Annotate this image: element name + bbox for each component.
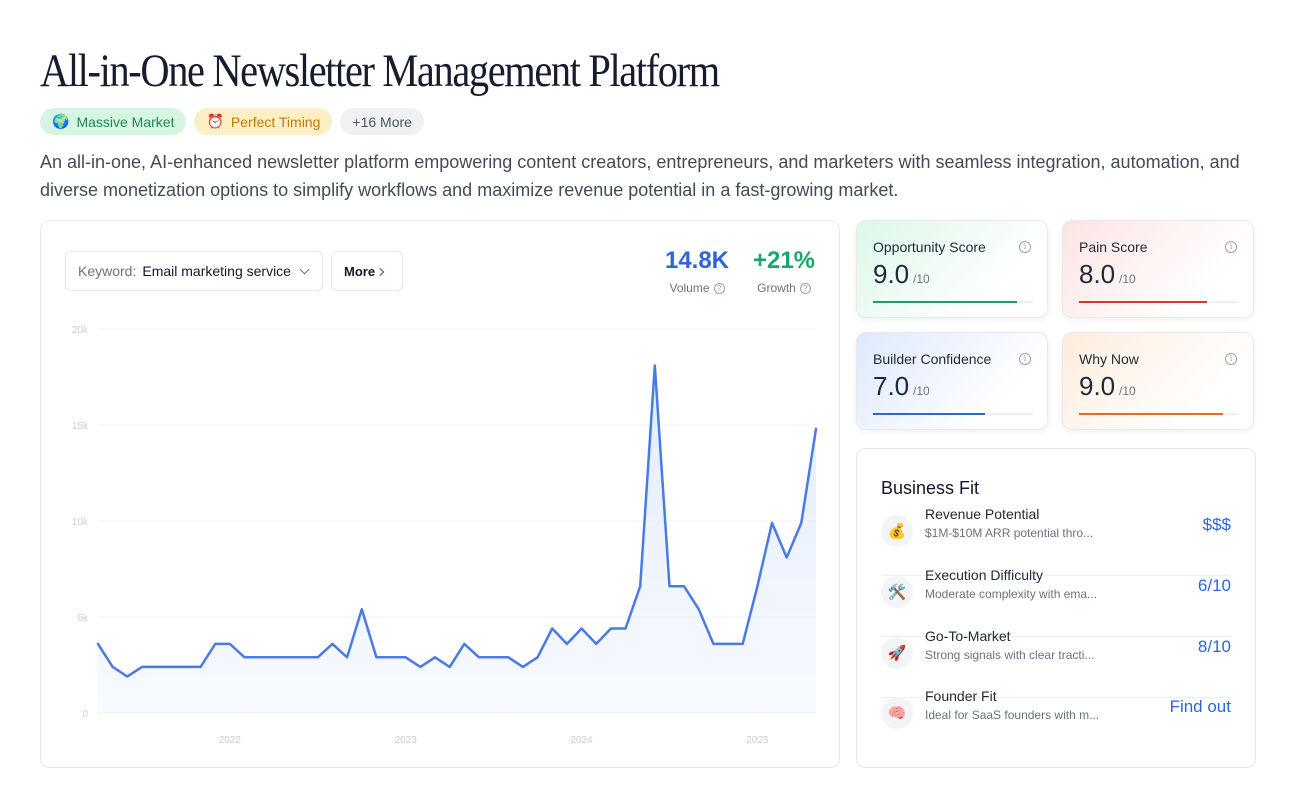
score-progress-fill — [873, 413, 985, 415]
tag-label: Massive Market — [76, 113, 175, 130]
row-description: Moderate complexity with ema... — [925, 587, 1098, 601]
score-max: /10 — [913, 272, 930, 286]
info-icon[interactable]: i — [1225, 241, 1237, 253]
score-max: /10 — [1119, 272, 1136, 286]
x-tick-label: 2024 — [570, 735, 593, 746]
row-name: Go-To-Market — [925, 628, 1011, 644]
score-value: 9.0 — [1079, 371, 1116, 401]
volume-value: 14.8K — [664, 247, 730, 274]
growth-stat: +21% Growth? — [747, 245, 821, 295]
alarm-clock-icon: ⏰ — [206, 113, 224, 129]
score-label: Why Now — [1079, 351, 1139, 367]
x-tick-label: 2023 — [395, 735, 418, 746]
keyword-select[interactable]: Keyword: Email marketing service — [65, 251, 323, 291]
score-progress-fill — [1079, 301, 1207, 303]
score-value: 7.0 — [873, 371, 910, 401]
business-fit-row-founder[interactable]: 🧠 Founder Fit Ideal for SaaS founders wi… — [881, 688, 1231, 758]
score-progress-track — [873, 301, 1033, 303]
x-tick-label: 2025 — [746, 735, 769, 746]
rocket-icon: 🚀 — [881, 637, 913, 669]
score-max: /10 — [1119, 384, 1136, 398]
tag-label: +16 More — [352, 113, 412, 130]
y-tick-label: 10k — [72, 517, 89, 528]
keyword-trend-card: Keyword: Email marketing service More 14… — [40, 220, 840, 768]
pain-score-card: Pain Score i 8.0 /10 — [1062, 220, 1254, 318]
row-description: Ideal for SaaS founders with m... — [925, 708, 1100, 722]
y-tick-label: 20k — [72, 325, 89, 336]
tag-perfect-timing[interactable]: ⏰ Perfect Timing — [194, 108, 333, 135]
money-bag-icon: 💰 — [881, 515, 913, 547]
keyword-label: Keyword: — [78, 263, 137, 279]
y-tick-label: 0 — [82, 709, 88, 720]
row-description: Strong signals with clear tracti... — [925, 648, 1095, 662]
row-name: Execution Difficulty — [925, 567, 1044, 583]
y-tick-label: 5k — [77, 613, 89, 624]
score-progress-track — [873, 413, 1033, 415]
why-now-card: Why Now i 9.0 /10 — [1062, 332, 1254, 430]
row-name: Founder Fit — [925, 688, 997, 704]
more-button-label: More — [344, 263, 376, 279]
help-icon[interactable]: ? — [713, 282, 725, 294]
business-fit-row-execution[interactable]: 🛠️ Execution Difficulty Moderate complex… — [881, 567, 1231, 637]
score-value: 8.0 — [1079, 259, 1116, 289]
score-progress-fill — [873, 301, 1017, 303]
tag-massive-market[interactable]: 🌍 Massive Market — [40, 108, 187, 135]
y-tick-label: 15k — [72, 421, 89, 432]
row-value: 8/10 — [1197, 637, 1231, 656]
score-label: Opportunity Score — [873, 239, 986, 255]
volume-stat: 14.8K Volume? — [657, 245, 737, 295]
tag-label: Perfect Timing — [230, 113, 321, 130]
score-progress-track — [1079, 301, 1239, 303]
info-icon[interactable]: i — [1019, 241, 1031, 253]
page-description: An all-in-one, AI-enhanced newsletter pl… — [40, 152, 1240, 200]
row-name: Revenue Potential — [925, 506, 1040, 522]
page-title: All-in-One Newsletter Management Platfor… — [40, 45, 720, 97]
score-progress-track — [1079, 413, 1239, 415]
business-fit-row-gtm[interactable]: 🚀 Go-To-Market Strong signals with clear… — [881, 628, 1231, 698]
brain-icon: 🧠 — [881, 697, 913, 729]
series-line — [96, 364, 818, 678]
info-icon[interactable]: i — [1225, 353, 1237, 365]
score-max: /10 — [913, 384, 930, 398]
row-value: 6/10 — [1197, 576, 1231, 595]
info-icon[interactable]: i — [1019, 353, 1031, 365]
find-out-link[interactable]: Find out — [1169, 697, 1231, 716]
business-fit-row-revenue[interactable]: 💰 Revenue Potential $1M-$10M ARR potenti… — [881, 506, 1231, 576]
growth-value: +21% — [752, 247, 816, 274]
hammer-wrench-icon: 🛠️ — [881, 576, 913, 608]
growth-label: Growth — [757, 281, 796, 295]
builder-confidence-card: Builder Confidence i 7.0 /10 — [856, 332, 1048, 430]
more-button[interactable]: More — [331, 251, 403, 291]
search-volume-chart: 0 5k 10k 15k 20k 2022 2023 2024 2025 — [72, 325, 818, 746]
x-tick-label: 2022 — [219, 735, 242, 746]
opportunity-score-card: Opportunity Score i 9.0 /10 — [856, 220, 1048, 318]
globe-icon: 🌍 — [52, 113, 70, 129]
tag-list: 🌍 Massive Market ⏰ Perfect Timing +16 Mo… — [40, 108, 424, 135]
row-description: $1M-$10M ARR potential thro... — [925, 526, 1094, 540]
keyword-value: Email marketing service — [142, 263, 291, 279]
row-value: $$$ — [1202, 515, 1231, 534]
more-tags-button[interactable]: +16 More — [340, 108, 424, 135]
business-fit-card: Business Fit 💰 Revenue Potential $1M-$10… — [856, 448, 1256, 768]
volume-label: Volume — [669, 281, 710, 295]
score-value: 9.0 — [873, 259, 910, 289]
score-label: Pain Score — [1079, 239, 1148, 255]
score-label: Builder Confidence — [873, 351, 992, 367]
business-fit-title: Business Fit — [881, 478, 980, 498]
series-area — [98, 365, 816, 713]
score-progress-fill — [1079, 413, 1223, 415]
help-icon[interactable]: ? — [799, 282, 811, 294]
